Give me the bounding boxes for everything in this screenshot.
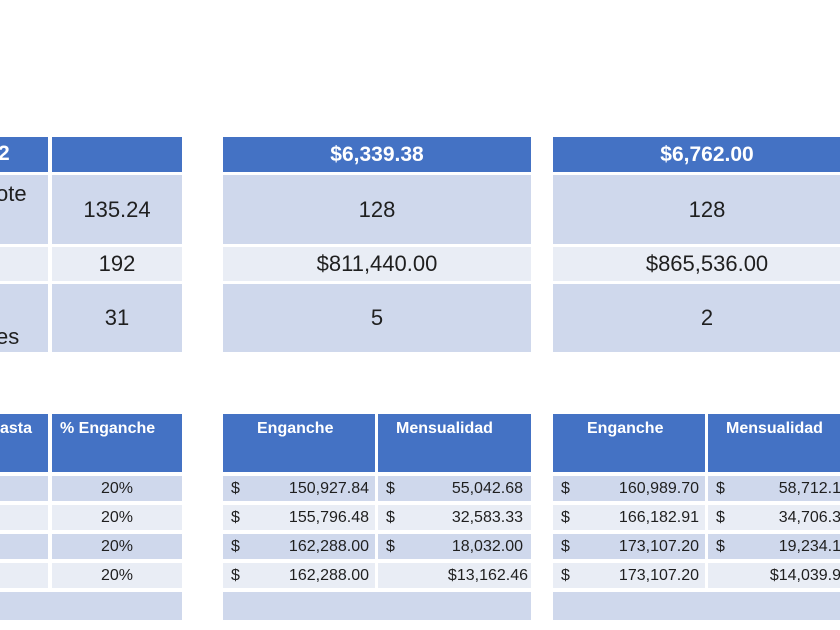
empty-row bbox=[223, 592, 531, 620]
currency-symbol: $ bbox=[231, 480, 240, 497]
row-label: ote bbox=[0, 181, 27, 206]
table-header: $6,339.38 bbox=[223, 137, 531, 172]
table-header-cell: 2 bbox=[0, 137, 48, 172]
enganche-cell: $ 166,182.91 bbox=[553, 505, 705, 530]
mensualidad-value: 34,706.3 bbox=[778, 509, 840, 526]
row-value: $865,536.00 bbox=[553, 247, 840, 281]
header-text: asta bbox=[0, 420, 33, 437]
row-value: 135.24 bbox=[52, 175, 182, 244]
currency-symbol: $ bbox=[386, 538, 395, 555]
table-header: $6,762.00 bbox=[553, 137, 840, 172]
row-cell bbox=[0, 563, 48, 588]
table-header-cell: Mensualidad bbox=[378, 414, 531, 472]
currency-symbol: $ bbox=[561, 509, 570, 526]
mensualidad-cell: $ 34,706.3 bbox=[708, 505, 840, 530]
mensualidad-value: 58,712.1 bbox=[778, 480, 840, 497]
row-value: 192 bbox=[52, 247, 182, 281]
enganche-value: 162,288.00 bbox=[288, 567, 369, 584]
row-value: 31 bbox=[52, 284, 182, 352]
enganche-cell: $ 155,796.48 bbox=[223, 505, 375, 530]
enganche-value: 173,107.20 bbox=[618, 567, 699, 584]
currency-symbol: $ bbox=[716, 538, 725, 555]
enganche-value: 155,796.48 bbox=[288, 509, 369, 526]
mensualidad-cell: $ 32,583.33 bbox=[378, 505, 531, 530]
mensualidad-cell: $ 19,234.1 bbox=[708, 534, 840, 559]
row-label: es bbox=[0, 324, 20, 349]
table-header-cell-empty bbox=[52, 137, 182, 172]
mensualidad-value: 32,583.33 bbox=[451, 509, 523, 526]
enganche-cell: $ 162,288.00 bbox=[223, 563, 375, 588]
mensualidad-value: 19,234.1 bbox=[778, 538, 840, 555]
currency-symbol: $ bbox=[386, 509, 395, 526]
row-value: 128 bbox=[223, 175, 531, 244]
row-cell bbox=[0, 476, 48, 501]
currency-symbol: $ bbox=[231, 567, 240, 584]
mensualidad-value: $13,162.46 bbox=[447, 567, 528, 584]
mensualidad-cell: $ 58,712.1 bbox=[708, 476, 840, 501]
mensualidad-cell: $ 55,042.68 bbox=[378, 476, 531, 501]
mensualidad-cell: $13,162.46 bbox=[378, 563, 531, 588]
row-cell bbox=[0, 534, 48, 559]
enganche-value: 166,182.91 bbox=[618, 509, 699, 526]
enganche-cell: $ 160,989.70 bbox=[553, 476, 705, 501]
row-value: 5 bbox=[223, 284, 531, 352]
header-mensualidad: Mensualidad bbox=[726, 420, 823, 437]
mensualidad-cell: $ 18,032.00 bbox=[378, 534, 531, 559]
enganche-cell: $ 162,288.00 bbox=[223, 534, 375, 559]
pct-cell: 20% bbox=[52, 534, 182, 559]
enganche-value: 160,989.70 bbox=[618, 480, 699, 497]
row-label-cell: es bbox=[0, 284, 48, 352]
enganche-cell: $ 173,107.20 bbox=[553, 534, 705, 559]
table-header-cell: Enganche bbox=[553, 414, 705, 472]
enganche-cell: $ 173,107.20 bbox=[553, 563, 705, 588]
enganche-value: 173,107.20 bbox=[618, 538, 699, 555]
header-text: % Enganche bbox=[60, 420, 156, 437]
pct-cell: 20% bbox=[52, 505, 182, 530]
row-value: $811,440.00 bbox=[223, 247, 531, 281]
header-text: 2 bbox=[0, 142, 10, 165]
mensualidad-cell: $14,039.9 bbox=[708, 563, 840, 588]
empty-row bbox=[553, 592, 840, 620]
header-mensualidad: Mensualidad bbox=[396, 420, 493, 437]
currency-symbol: $ bbox=[231, 509, 240, 526]
row-value: 128 bbox=[553, 175, 840, 244]
table-header-cell: % Enganche bbox=[52, 414, 182, 472]
row-label-cell: ote bbox=[0, 175, 48, 244]
currency-symbol: $ bbox=[561, 567, 570, 584]
row-value: 2 bbox=[553, 284, 840, 352]
table-header-cell: Enganche bbox=[223, 414, 375, 472]
mensualidad-value: $14,039.9 bbox=[769, 567, 840, 584]
table-header-cell: asta bbox=[0, 414, 48, 472]
table-header-cell: Mensualidad bbox=[708, 414, 840, 472]
row-cell bbox=[0, 505, 48, 530]
currency-symbol: $ bbox=[386, 480, 395, 497]
header-enganche: Enganche bbox=[587, 420, 664, 437]
enganche-cell: $ 150,927.84 bbox=[223, 476, 375, 501]
mensualidad-value: 55,042.68 bbox=[451, 480, 523, 497]
enganche-value: 162,288.00 bbox=[288, 538, 369, 555]
enganche-value: 150,927.84 bbox=[288, 480, 369, 497]
empty-row bbox=[0, 592, 182, 620]
currency-symbol: $ bbox=[561, 480, 570, 497]
currency-symbol: $ bbox=[231, 538, 240, 555]
row-label-cell bbox=[0, 247, 48, 281]
currency-symbol: $ bbox=[716, 480, 725, 497]
pct-cell: 20% bbox=[52, 563, 182, 588]
currency-symbol: $ bbox=[561, 538, 570, 555]
mensualidad-value: 18,032.00 bbox=[451, 538, 523, 555]
currency-symbol: $ bbox=[716, 509, 725, 526]
pct-cell: 20% bbox=[52, 476, 182, 501]
header-enganche: Enganche bbox=[257, 420, 334, 437]
